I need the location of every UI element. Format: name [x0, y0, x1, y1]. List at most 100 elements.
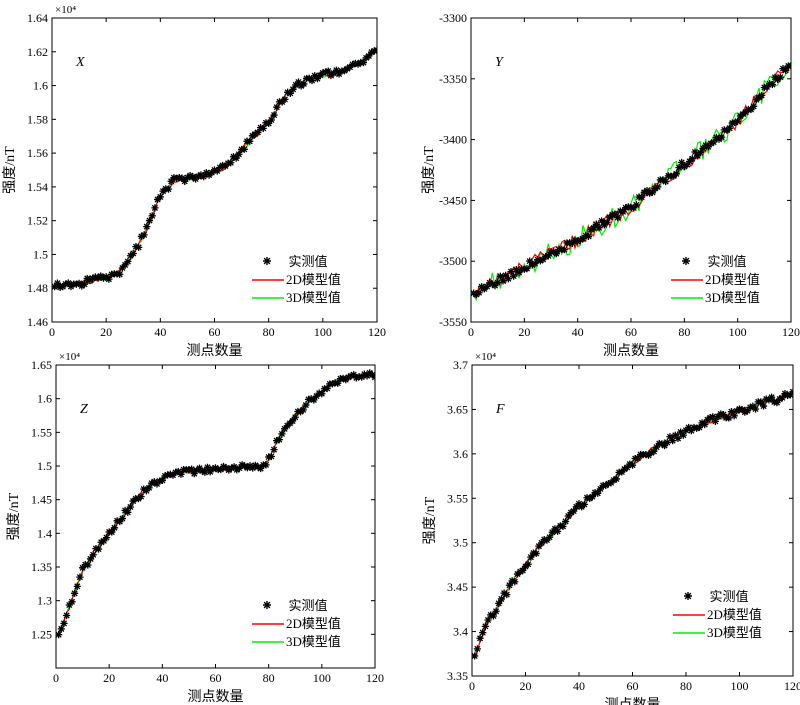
y-tick-label: 1.55	[31, 425, 52, 439]
legend-label-3d: 3D模型值	[286, 290, 341, 305]
measured-point	[575, 500, 583, 508]
measured-point	[483, 282, 491, 291]
legend-label-2d: 2D模型值	[705, 272, 760, 287]
measured-point	[682, 426, 690, 434]
legend-marker-measured	[263, 601, 271, 609]
measured-point	[281, 95, 289, 103]
x-tick-label: 80	[678, 325, 690, 339]
y-tick-label: 1.54	[27, 180, 48, 194]
measured-point	[75, 279, 83, 287]
measured-point	[219, 462, 228, 471]
measured-point	[304, 395, 313, 403]
measured-point	[504, 275, 512, 283]
measured-point	[718, 133, 726, 141]
measured-point	[291, 413, 299, 421]
measured-point	[652, 443, 661, 451]
y-tick-label: 3.4	[453, 625, 468, 639]
legend-marker-measured	[684, 592, 692, 600]
measured-point	[747, 105, 755, 114]
measured-point	[782, 66, 790, 74]
panel-label: X	[75, 55, 85, 70]
x-tick-label: 80	[263, 671, 275, 685]
measured-point	[194, 172, 202, 180]
measured-point	[313, 75, 322, 83]
measured-point	[351, 59, 359, 67]
measured-point	[292, 81, 300, 89]
measured-point	[564, 512, 572, 520]
measured-point	[626, 460, 634, 468]
measured-point	[211, 464, 220, 472]
measured-point	[289, 85, 297, 93]
measured-point	[746, 403, 754, 412]
measured-point	[371, 373, 375, 381]
y-tick-label: 1.58	[27, 112, 48, 126]
y-axis-label: 强度/nT	[422, 496, 438, 544]
measured-point	[208, 169, 216, 177]
x-tick-label: 60	[210, 671, 222, 685]
measured-point	[711, 417, 720, 425]
measured-point	[596, 485, 604, 493]
measured-point	[84, 561, 92, 569]
measured-point	[367, 48, 376, 56]
measured-point	[370, 47, 377, 55]
measured-point	[270, 111, 278, 119]
measured-point	[678, 158, 686, 167]
measured-point	[267, 452, 275, 461]
measured-point	[310, 396, 318, 404]
measured-point	[770, 398, 778, 406]
y-tick-label: 1.65	[31, 358, 52, 372]
measured-point	[278, 430, 286, 438]
measured-point	[229, 153, 238, 161]
plot-area-x	[52, 46, 377, 291]
y-tick-label: 1.5	[37, 459, 52, 473]
x-tick-label: 40	[572, 325, 584, 339]
exponent-label: ×10⁴	[55, 4, 76, 16]
measured-point	[693, 424, 701, 432]
measured-point	[191, 175, 200, 183]
measured-point	[489, 612, 497, 620]
chart-panel-y: 0 20 40 60 80 100 120 -3550 -3500 -3450 -3400 -3350…	[421, 11, 800, 359]
measured-point	[710, 138, 718, 146]
legend-marker-measured	[263, 257, 271, 265]
panel-label: F	[495, 402, 505, 417]
exponent-label: ×10⁴	[475, 351, 496, 363]
measured-point	[492, 607, 500, 615]
measured-point	[763, 83, 771, 91]
measured-point	[359, 59, 368, 67]
y-tick-label: 1.56	[27, 146, 48, 160]
measured-point	[618, 468, 626, 476]
x-tick-label: 80	[680, 679, 692, 693]
measured-point	[312, 392, 321, 400]
legend-f: 实测值 2D模型值 3D模型值	[673, 589, 762, 640]
legend-z: 实测值 2D模型值 3D模型值	[252, 598, 341, 649]
measured-point	[89, 274, 97, 282]
measured-point	[712, 133, 720, 142]
measured-point	[688, 155, 696, 163]
measured-point	[71, 589, 79, 597]
measured-point	[537, 539, 546, 547]
measured-point	[542, 253, 550, 261]
measured-point	[129, 249, 137, 258]
y-tick-label: 1.48	[27, 281, 48, 295]
measured-point	[619, 208, 627, 216]
x-tick-label: 0	[469, 679, 475, 693]
measured-point	[766, 80, 774, 88]
measured-point	[53, 279, 62, 287]
legend-marker-measured	[682, 257, 690, 265]
measured-point	[604, 480, 613, 488]
x-tick-label: 40	[154, 325, 166, 339]
measured-point	[198, 467, 206, 475]
measured-point	[307, 395, 315, 403]
measured-point	[587, 225, 595, 234]
measured-point	[663, 438, 671, 447]
measured-point	[544, 252, 552, 260]
measured-point	[773, 399, 781, 407]
measured-point	[742, 108, 750, 116]
measured-point	[161, 472, 169, 480]
measured-point	[497, 595, 506, 603]
measured-point	[76, 573, 84, 581]
measured-point	[743, 407, 752, 415]
measured-point	[251, 130, 259, 138]
measured-point	[644, 451, 653, 459]
x-axis-label: 测点数量	[187, 343, 243, 359]
